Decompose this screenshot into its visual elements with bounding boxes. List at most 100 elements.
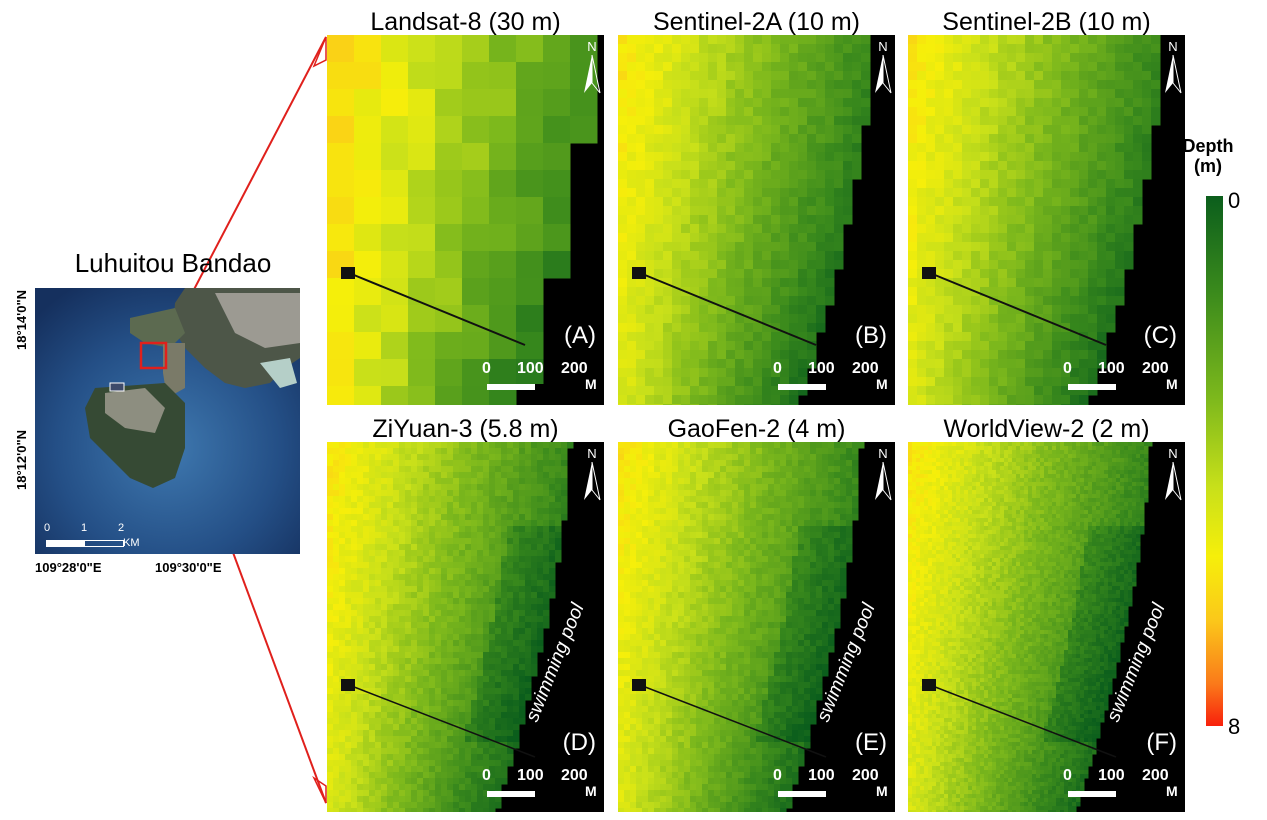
scale-bar-icon: [1068, 791, 1164, 797]
depth-raster: [618, 35, 871, 405]
depth-color-ramp: [1206, 196, 1223, 726]
scale-bar-tick: 0: [773, 767, 782, 784]
pier-line: [348, 684, 536, 758]
panel-title: Sentinel-2A (10 m): [652, 8, 861, 36]
north-label: N: [587, 446, 597, 461]
pier-line: [929, 272, 1107, 346]
pier-line: [639, 272, 817, 346]
scale-bar-tick: 0: [482, 767, 491, 784]
pier-head: [922, 679, 936, 691]
panel-label: (C): [1143, 322, 1177, 349]
latitude-label: 18°14'0"N: [14, 290, 29, 350]
north-arrow-icon: N: [1163, 446, 1183, 504]
depth-map-panel: N (C) 0 100 200 M: [908, 35, 1185, 405]
scale-bar-ticks: 0 100 200: [768, 360, 888, 380]
legend-min-label: 8: [1228, 714, 1241, 739]
overview-scale-unit: KM: [123, 537, 140, 549]
north-arrow-icon: N: [873, 446, 893, 504]
pier-head: [632, 679, 646, 691]
scale-bar-unit: M: [1166, 783, 1178, 799]
scale-bar-tick: 200: [852, 360, 879, 377]
overview-scale-bar-icon: [46, 540, 124, 547]
scale-bar-unit: M: [876, 376, 888, 392]
pier-head: [922, 267, 936, 279]
pier-head: [632, 267, 646, 279]
legend-title: Depth (m): [1182, 136, 1234, 176]
scale-bar-tick: 0: [773, 360, 782, 377]
depth-raster: [327, 35, 598, 405]
scale-bar-icon: [778, 384, 874, 390]
depth-map-panel: N (A) 0 100 200 M: [327, 35, 604, 405]
scale-bar-tick: 0: [1063, 767, 1072, 784]
scale-bar-ticks: 0 100 200: [768, 767, 888, 787]
scale-bar-tick: 100: [808, 360, 835, 377]
depth-raster: [618, 442, 865, 812]
latitude-label: 18°12'0"N: [14, 430, 29, 490]
scale-bar-tick: 200: [1142, 767, 1169, 784]
scale-bar-ticks: 0 100 200: [1058, 767, 1178, 787]
scale-bar-unit: M: [1166, 376, 1178, 392]
north-arrow-icon: N: [582, 39, 602, 97]
panel-label: (A): [564, 322, 596, 349]
north-label: N: [1168, 446, 1178, 461]
panel-label: (D): [562, 729, 596, 756]
scale-bar-ticks: 0 100 200: [477, 360, 597, 380]
north-label: N: [587, 39, 597, 54]
panel-title: GaoFen-2 (4 m): [667, 415, 846, 443]
scale-bar-unit: M: [585, 783, 597, 799]
scale-bar-tick: 100: [517, 767, 544, 784]
scale-bar-ticks: 0 100 200: [1058, 360, 1178, 380]
pier-head: [341, 679, 355, 691]
scale-bar-unit: M: [876, 783, 888, 799]
pier-line: [929, 684, 1117, 758]
scale-bar-tick: 100: [1098, 767, 1125, 784]
panel-title: Landsat-8 (30 m): [370, 8, 561, 36]
north-label: N: [878, 39, 888, 54]
panel-label: (E): [855, 729, 887, 756]
scale-bar-icon: [778, 791, 874, 797]
panel-title: ZiYuan-3 (5.8 m): [372, 415, 559, 443]
overview-scale-tick: 0: [44, 522, 51, 534]
overview-scale-tick: 2: [118, 522, 125, 534]
scale-bar-unit: M: [585, 376, 597, 392]
longitude-label: 109°30'0"E: [155, 560, 222, 575]
scale-bar-tick: 100: [808, 767, 835, 784]
scale-bar-tick: 0: [1063, 360, 1072, 377]
scale-bar-ticks: 0 100 200: [477, 767, 597, 787]
overview-scale-ticks: 0 1 2: [44, 522, 144, 536]
scale-bar-tick: 200: [1142, 360, 1169, 377]
legend-max-label: 0: [1228, 188, 1241, 213]
overview-title: Luhuitou Bandao: [74, 248, 272, 278]
north-arrow-icon: N: [582, 446, 602, 504]
scale-bar-tick: 100: [1098, 360, 1125, 377]
scale-bar-icon: [1068, 384, 1164, 390]
scale-bar-icon: [487, 384, 583, 390]
depth-raster: [908, 35, 1161, 405]
overview-scale-tick: 1: [81, 522, 88, 534]
pier-head: [341, 267, 355, 279]
north-label: N: [1168, 39, 1178, 54]
overview-map: N: [35, 288, 300, 554]
pier-line: [348, 272, 526, 346]
scale-bar-tick: 200: [561, 360, 588, 377]
depth-map-panel: N (B) 0 100 200 M: [618, 35, 895, 405]
scale-bar-icon: [487, 791, 583, 797]
north-label: N: [878, 446, 888, 461]
longitude-label: 109°28'0"E: [35, 560, 102, 575]
overview-satellite-image: [35, 288, 300, 554]
panel-title: WorldView-2 (2 m): [943, 415, 1150, 443]
scale-bar-tick: 100: [517, 360, 544, 377]
panel-title: Sentinel-2B (10 m): [942, 8, 1151, 36]
north-arrow-icon: N: [873, 39, 893, 97]
panel-label: (B): [855, 322, 887, 349]
scale-bar-tick: 0: [482, 360, 491, 377]
panel-label: (F): [1146, 729, 1177, 756]
scale-bar-tick: 200: [561, 767, 588, 784]
pier-line: [639, 684, 827, 758]
scale-bar-tick: 200: [852, 767, 879, 784]
depth-raster: [327, 442, 574, 812]
